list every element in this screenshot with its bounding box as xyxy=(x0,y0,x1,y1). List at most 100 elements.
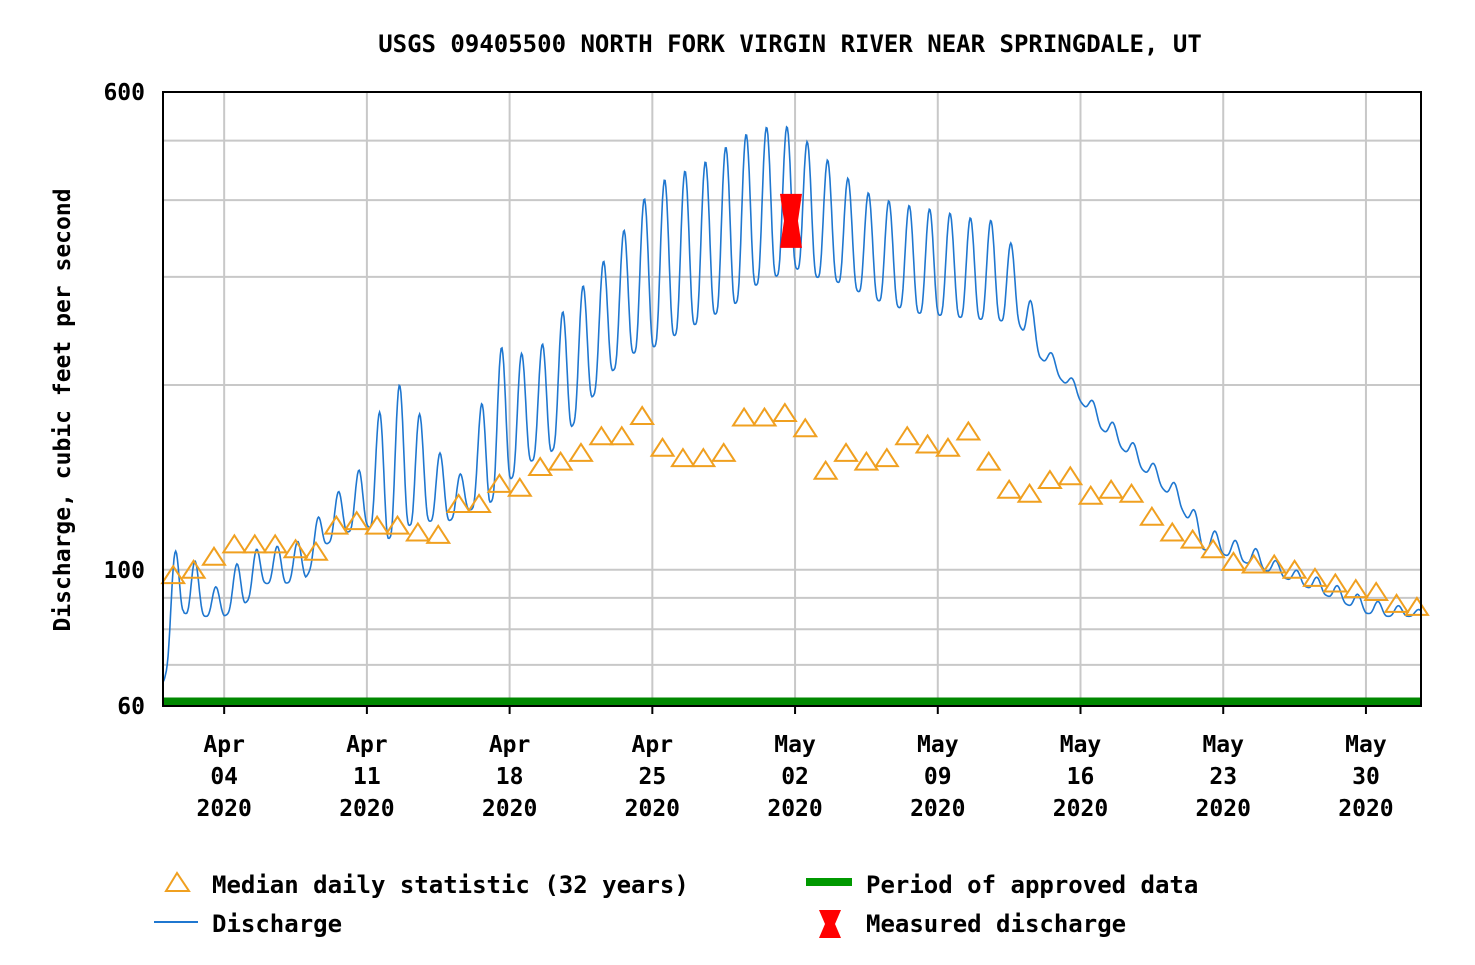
legend-measured-bowtie-icon xyxy=(819,910,841,938)
median-triangle-marker xyxy=(506,476,533,497)
median-triangle-marker xyxy=(873,447,900,468)
median-triangle-marker xyxy=(608,425,635,446)
x-tick-month: May xyxy=(1345,732,1387,758)
median-triangle-marker xyxy=(180,558,207,579)
x-tick-date: 04 xyxy=(210,764,238,790)
median-triangle-marker xyxy=(812,459,839,480)
legend-measured-label: Measured discharge xyxy=(866,910,1126,938)
x-tick-month: Apr xyxy=(203,732,245,758)
median-triangle-marker xyxy=(1098,478,1124,499)
x-tick-month: Apr xyxy=(489,732,531,758)
median-triangle-marker xyxy=(975,450,1002,471)
median-triangle-marker xyxy=(935,436,961,457)
median-triangle-marker xyxy=(751,406,778,427)
median-triangle-marker xyxy=(262,533,288,554)
median-triangle-marker xyxy=(670,447,696,468)
x-tick-date: 25 xyxy=(638,764,666,790)
measured-discharge-marker xyxy=(779,193,802,248)
x-tick-year: 2020 xyxy=(910,796,965,822)
median-triangle-marker xyxy=(1016,482,1043,503)
median-triangle-marker xyxy=(323,514,350,535)
median-triangle-marker xyxy=(1302,567,1328,587)
median-triangle-marker xyxy=(1322,572,1349,593)
x-axis-ticks: Apr 04 2020 Apr 11 2020 Apr 18 2020 Apr 25 2020 May 0… xyxy=(196,706,1394,822)
median-triangle-marker xyxy=(1159,521,1186,542)
median-triangle-marker xyxy=(996,478,1022,499)
x-tick-year: 2020 xyxy=(625,796,680,822)
median-triangle-marker xyxy=(914,433,941,454)
x-tick-year: 2020 xyxy=(1053,796,1108,822)
median-triangle-marker xyxy=(710,442,737,462)
median-triangle-marker xyxy=(1200,538,1226,559)
grid-lines xyxy=(163,91,1421,706)
x-tick-year: 2020 xyxy=(482,796,537,822)
x-tick-date: 30 xyxy=(1352,764,1380,790)
median-triangle-marker xyxy=(833,442,859,462)
median-triangle-marker xyxy=(1179,528,1206,549)
median-triangle-marker xyxy=(425,524,452,544)
median-triangle-marker xyxy=(853,450,880,471)
median-triangle-marker xyxy=(527,456,554,477)
median-triangle-marker xyxy=(772,402,798,423)
median-triangle-marker xyxy=(1139,505,1165,526)
x-tick-date: 11 xyxy=(353,764,381,790)
median-triangle-marker xyxy=(1261,553,1288,574)
median-triangle-marker xyxy=(629,405,655,426)
median-triangle-marker xyxy=(364,514,390,535)
legend-median-triangle-icon xyxy=(164,871,191,892)
median-triangle-marker xyxy=(303,540,329,561)
median-triangle-marker xyxy=(1220,551,1247,571)
y-tick-label: 600 xyxy=(103,80,145,106)
median-triangle-marker xyxy=(1037,469,1063,490)
x-tick-month: May xyxy=(917,732,959,758)
median-series xyxy=(160,402,1430,616)
median-triangle-marker xyxy=(547,450,574,471)
x-tick-year: 2020 xyxy=(339,796,394,822)
median-triangle-marker xyxy=(955,420,982,441)
x-tick-month: May xyxy=(774,732,816,758)
plot-frame xyxy=(162,91,1422,707)
legend-approved-label: Period of approved data xyxy=(866,871,1198,899)
y-axis-ticks: 600 100 60 xyxy=(103,80,145,720)
y-axis-label: Discharge, cubic feet per second xyxy=(50,188,76,631)
x-tick-date: 23 xyxy=(1209,764,1237,790)
median-triangle-marker xyxy=(1240,553,1267,574)
x-tick-month: Apr xyxy=(632,732,674,758)
median-triangle-marker xyxy=(588,425,615,446)
median-triangle-marker xyxy=(1057,465,1084,486)
legend: Median daily statistic (32 years) Period… xyxy=(154,871,1198,938)
x-tick-date: 02 xyxy=(781,764,809,790)
median-triangle-marker xyxy=(1118,482,1145,503)
x-tick-date: 09 xyxy=(924,764,952,790)
x-tick-year: 2020 xyxy=(196,796,251,822)
legend-median-label: Median daily statistic (32 years) xyxy=(212,871,689,899)
median-triangle-marker xyxy=(343,510,370,531)
median-triangle-marker xyxy=(1281,558,1308,579)
median-triangle-marker xyxy=(221,533,248,554)
median-triangle-marker xyxy=(731,406,757,427)
chart-title: USGS 09405500 NORTH FORK VIRGIN RIVER NE… xyxy=(378,30,1202,58)
median-triangle-marker xyxy=(1342,578,1369,599)
median-triangle-marker xyxy=(690,447,717,468)
measured-series xyxy=(779,193,802,248)
median-triangle-marker xyxy=(894,425,921,446)
median-triangle-marker xyxy=(1383,593,1410,613)
median-triangle-marker xyxy=(201,545,227,566)
median-triangle-marker xyxy=(445,493,472,513)
x-tick-year: 2020 xyxy=(1338,796,1393,822)
x-tick-date: 18 xyxy=(496,764,524,790)
x-tick-month: May xyxy=(1202,732,1244,758)
median-triangle-marker xyxy=(1077,484,1104,505)
median-triangle-marker xyxy=(486,473,513,493)
y-tick-label: 100 xyxy=(103,558,145,584)
median-triangle-marker xyxy=(1404,596,1430,616)
legend-discharge-label: Discharge xyxy=(212,910,342,938)
median-triangle-marker xyxy=(792,417,819,438)
median-triangle-marker xyxy=(405,521,431,542)
x-tick-year: 2020 xyxy=(767,796,822,822)
median-triangle-marker xyxy=(160,564,187,585)
x-tick-date: 16 xyxy=(1067,764,1095,790)
median-triangle-marker xyxy=(568,442,594,462)
x-tick-month: May xyxy=(1060,732,1102,758)
